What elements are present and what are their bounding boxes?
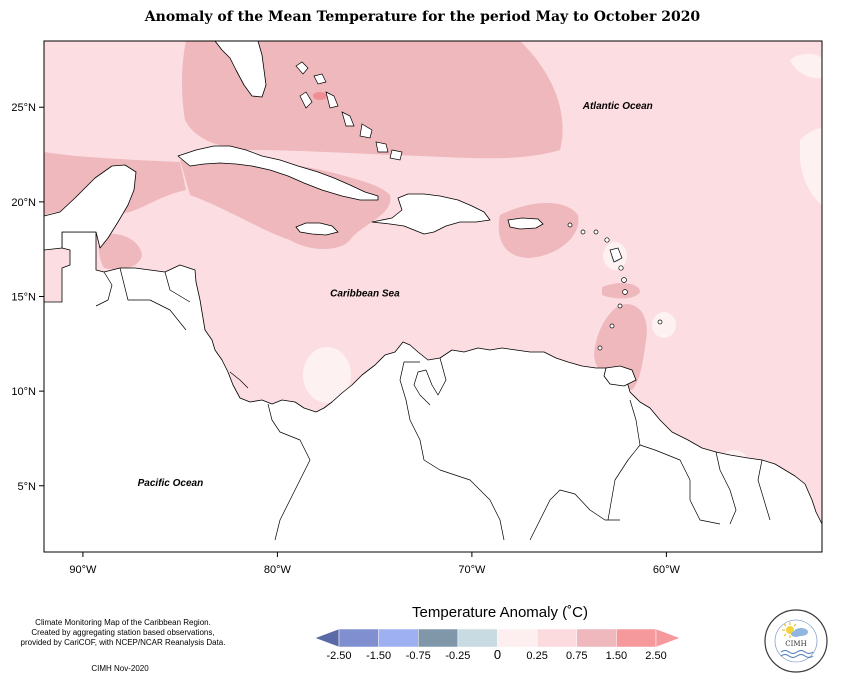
land-central-south-america	[44, 231, 822, 552]
legend-tick-labels: -2.50 -1.50 -0.75 -0.25 0 0.25 0.75 1.50 2.50	[326, 647, 666, 662]
land-jamaica	[295, 222, 339, 236]
warm-anomaly-north	[182, 41, 563, 159]
y-axis-ticks: 25°N 20°N 15°N 10°N 5°N	[11, 102, 44, 493]
y-tick-label: 15°N	[11, 292, 36, 304]
land-bahamas	[295, 61, 403, 161]
legend-tick-label: -0.75	[406, 650, 431, 662]
land-florida	[214, 41, 267, 98]
near-zero-ne-corner	[790, 53, 822, 79]
legend-tick-label: 0.75	[566, 650, 587, 662]
legend-arrow-high	[655, 628, 681, 648]
land-yucatan	[44, 164, 137, 251]
legend-arrow-low	[314, 628, 340, 648]
region-label: Atlantic Ocean	[582, 101, 653, 112]
wave-icon	[780, 650, 814, 658]
cimh-logo: CIMH	[764, 609, 828, 673]
legend-swatch	[536, 628, 577, 648]
logo-text: CIMH	[785, 640, 806, 648]
warm-anomaly-belize	[98, 233, 142, 270]
region-label: Caribbean Sea	[330, 289, 400, 300]
legend-swatch	[457, 628, 498, 648]
legend-swatch	[616, 628, 657, 648]
land-lesser-antilles	[567, 222, 663, 351]
x-tick-label: 90°W	[69, 564, 97, 576]
y-tick-label: 20°N	[11, 197, 36, 209]
legend-tick-label: -0.25	[445, 650, 470, 662]
country-borders	[95, 267, 771, 541]
legend-tick-label: 1.50	[606, 650, 627, 662]
y-tick-label: 25°N	[11, 102, 36, 114]
y-tick-label: 10°N	[11, 386, 36, 398]
legend-swatch	[418, 628, 459, 648]
land-trinidad	[603, 365, 637, 387]
cloud-icon	[791, 628, 808, 637]
legend-swatch	[378, 628, 419, 648]
legend-tick-label: -1.50	[366, 650, 391, 662]
credit-date: CIMH Nov-2020	[91, 664, 149, 673]
land-cuba	[177, 145, 379, 201]
credit-line-1: Climate Monitoring Map of the Caribbean …	[35, 618, 211, 627]
near-zero-east	[800, 128, 822, 205]
near-zero-barbados	[652, 312, 676, 338]
near-zero-panama-sea	[303, 347, 351, 403]
legend-swatch	[576, 628, 617, 648]
credit-text: Climate Monitoring Map of the Caribbean …	[18, 618, 228, 648]
legend-colorbar	[314, 628, 681, 648]
map-plot-area	[44, 41, 822, 552]
hot-anomaly-bahamas	[313, 92, 327, 100]
y-tick-label: 5°N	[18, 481, 37, 493]
legend-swatch	[338, 628, 379, 648]
legend-title: Temperature Anomaly (˚C)	[412, 604, 588, 621]
credit-line-2: Created by aggregating station based obs…	[31, 628, 215, 637]
x-tick-label: 80°W	[264, 564, 292, 576]
legend-tick-label: 2.50	[645, 650, 666, 662]
x-tick-label: 70°W	[458, 564, 486, 576]
legend-swatch	[497, 628, 538, 648]
land-puerto-rico	[507, 217, 544, 230]
warm-anomaly-windward	[602, 283, 640, 299]
credit-line-3: provided by CariCOF, with NCEP/NCAR Rean…	[20, 638, 226, 647]
legend-tick-label: -2.50	[326, 650, 351, 662]
x-axis-ticks: 90°W 80°W 70°W 60°W	[69, 552, 681, 576]
map-title: Anomaly of the Mean Temperature for the …	[144, 9, 701, 25]
x-tick-label: 60°W	[653, 564, 681, 576]
warm-anomaly-puerto-rico	[498, 202, 579, 258]
land-hispaniola	[371, 193, 491, 235]
region-labels: Atlantic Ocean Caribbean Sea Pacific Ocean	[138, 101, 653, 489]
legend-tick-label: 0	[494, 647, 501, 662]
region-label: Pacific Ocean	[138, 478, 204, 489]
legend-tick-label: 0.25	[526, 650, 547, 662]
